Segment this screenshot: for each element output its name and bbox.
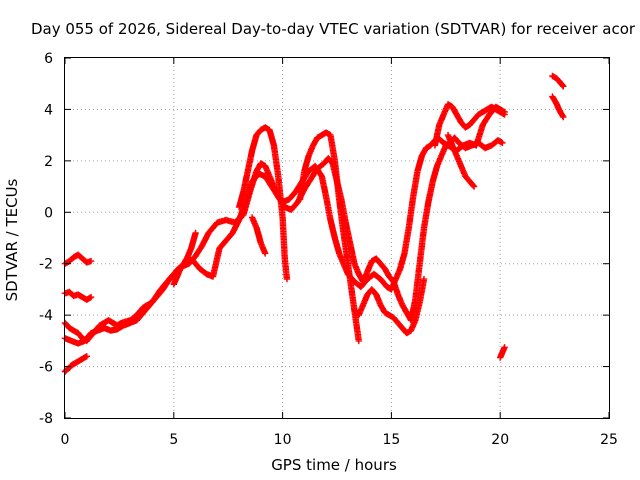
series-track-14: [549, 72, 567, 90]
chart-title: Day 055 of 2026, Sidereal Day-to-day VTE…: [31, 20, 636, 38]
data-point-markers: [61, 353, 90, 375]
series-track-8: [248, 214, 269, 257]
x-axis-label: GPS time / hours: [271, 456, 397, 474]
y-tick-label: 0: [44, 205, 53, 221]
series-track-12: [444, 131, 478, 190]
y-tick-label: 6: [44, 51, 53, 67]
y-tick-label: -4: [39, 308, 53, 324]
data-point-markers: [444, 131, 478, 190]
series-track-3: [61, 229, 199, 345]
data-point-markers: [61, 288, 95, 303]
data-point-markers: [61, 229, 199, 345]
series-track-11: [431, 101, 508, 149]
y-axis: -8 -6 -4 -2 0 2 4 6: [39, 51, 609, 427]
series-track-9: [296, 129, 362, 345]
y-axis-label: SDTVAR / TECUs: [3, 178, 21, 301]
x-axis: 0 5 10 15 20 25: [61, 58, 618, 448]
series-track-7: [235, 124, 291, 283]
plot-frame: [64, 57, 610, 419]
series-track-2: [61, 288, 95, 303]
data-point-markers: [549, 72, 567, 90]
data-marks: [61, 72, 567, 375]
x-tick-label: 5: [169, 432, 178, 448]
data-point-markers: [355, 275, 428, 337]
data-point-markers: [235, 124, 291, 283]
series-track-10: [355, 275, 428, 337]
data-point-markers: [431, 101, 508, 149]
y-tick-label: -8: [39, 411, 53, 427]
y-tick-label: -2: [39, 257, 53, 273]
y-tick-label: 4: [44, 102, 53, 118]
y-tick-label: -6: [39, 360, 53, 376]
x-tick-label: 0: [61, 432, 70, 448]
series-track-1: [61, 251, 95, 267]
data-point-markers: [497, 344, 508, 361]
x-tick-label: 15: [382, 432, 400, 448]
data-point-markers: [61, 251, 95, 267]
series-track-15: [549, 93, 567, 121]
data-point-markers: [248, 214, 269, 257]
series-track-13: [497, 344, 508, 361]
y-tick-label: 2: [44, 154, 53, 170]
x-tick-label: 25: [600, 432, 618, 448]
series-track-4: [61, 353, 90, 375]
x-tick-label: 10: [274, 432, 292, 448]
data-point-markers: [549, 93, 567, 121]
x-tick-label: 20: [491, 432, 509, 448]
data-point-markers: [296, 129, 362, 345]
